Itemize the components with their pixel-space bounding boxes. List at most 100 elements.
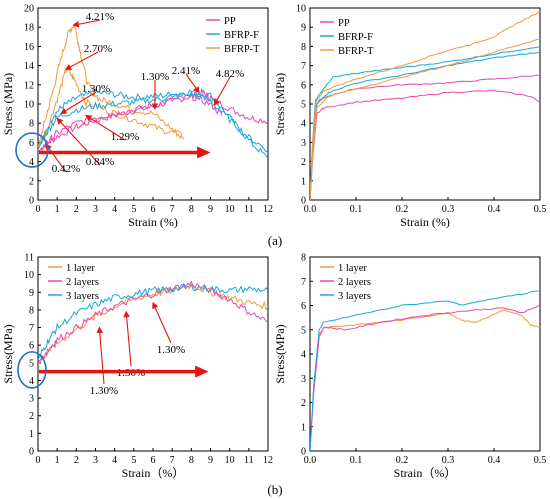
series-line xyxy=(310,74,540,200)
chart-a-left: 0 1 2 3 4 5 6 7 8 9 10 11 1202468101214161820Strain … xyxy=(1,4,273,230)
x-tick-label: 0.5 xyxy=(534,455,547,466)
annotation-arrow xyxy=(123,310,132,367)
annotation-arrow xyxy=(84,114,126,141)
emphasis-arrow-head xyxy=(197,146,211,159)
x-tick-label: 12 xyxy=(263,204,273,215)
legend-label: PP xyxy=(338,18,350,29)
x-tick-label: 0.3 xyxy=(442,455,455,466)
y-tick-label: 6 xyxy=(301,301,306,312)
x-tick-label: 12 xyxy=(263,455,273,466)
y-tick-label: 3 xyxy=(301,138,306,149)
legend-label: 2 layers xyxy=(66,277,99,288)
x-tick-label: 1 xyxy=(55,455,60,466)
y-tick-label: 0 xyxy=(29,447,34,458)
x-axis-label: Strain (%) xyxy=(400,215,450,229)
y-tick-label: 2 xyxy=(301,398,306,409)
y-axis-label: Stress(MPa) xyxy=(273,324,287,383)
y-tick-label: 8 xyxy=(301,42,306,53)
annotation-label: 1.30% xyxy=(141,71,169,83)
x-tick-label: 4 xyxy=(112,204,117,215)
annotation-arrow xyxy=(60,91,97,115)
x-tick-label: 7 xyxy=(170,204,175,215)
y-tick-label: 14 xyxy=(24,61,34,72)
y-tick-label: 18 xyxy=(24,23,34,34)
emphasis-arrow-head xyxy=(195,365,209,378)
x-tick-label: 10 xyxy=(225,204,235,215)
series-line xyxy=(38,65,183,151)
annotation-arrow xyxy=(152,301,172,344)
chart-b-right: 0.0 0.1 0.2 0.3 0.4 0.5 0 1 2 3 4 5 6 7 8 Strain（%） Stre… xyxy=(273,253,546,481)
series-line xyxy=(310,89,540,200)
y-tick-label: 1 xyxy=(301,176,306,187)
x-tick-label: 11 xyxy=(244,455,254,466)
annotation-arrow xyxy=(64,51,99,70)
x-tick-label: 11 xyxy=(244,204,254,215)
series-group xyxy=(38,280,268,365)
y-axis-label: Stress (MPa) xyxy=(273,73,287,135)
x-tick-label: 5 xyxy=(131,204,136,215)
x-tick-label: 0.5 xyxy=(534,204,547,215)
y-tick-label: 4 xyxy=(29,157,34,168)
y-tick-label: 6 xyxy=(301,80,306,91)
x-tick-label: 0.4 xyxy=(488,204,501,215)
series-line xyxy=(38,22,185,148)
x-tick-label: 8 xyxy=(189,204,194,215)
legend-label: BFRP-T xyxy=(224,44,260,55)
y-tick-label: 0 xyxy=(29,196,34,207)
legend-label: BFRP-T xyxy=(338,46,374,57)
series-line xyxy=(38,90,268,153)
x-tick-label: 0.0 xyxy=(304,204,317,215)
panel-label-a: (a) xyxy=(268,233,282,248)
y-tick-label: 20 xyxy=(24,4,34,15)
annotation-label: 1.30% xyxy=(157,344,185,356)
series-line xyxy=(310,45,540,200)
x-tick-label: 0.2 xyxy=(396,455,409,466)
x-axis-label: Strain（%） xyxy=(394,466,457,480)
annotation-label: 2.70% xyxy=(84,43,112,55)
y-tick-label: 16 xyxy=(24,42,34,53)
x-tick-label: 0.4 xyxy=(488,455,501,466)
legend-label: 3 layers xyxy=(66,291,99,302)
y-tick-label: 2 xyxy=(29,176,34,187)
x-tick-label: 0.1 xyxy=(350,455,363,466)
y-axis-label: Stress(MPa) xyxy=(1,324,15,383)
annotation-arrow xyxy=(185,73,200,94)
x-tick-label: 6 xyxy=(151,204,156,215)
x-tick-label: 8 xyxy=(189,455,194,466)
legend-label: BFRP-F xyxy=(224,30,259,41)
x-tick-label: 2 xyxy=(74,455,79,466)
legend-label: 1 layer xyxy=(338,263,367,274)
y-tick-label: 6 xyxy=(29,138,34,149)
y-tick-label: 0 xyxy=(301,196,306,207)
y-axis-label: Stress (MPa) xyxy=(1,73,15,135)
annotation-label: 1.29% xyxy=(111,131,139,143)
series-line xyxy=(38,283,268,360)
y-tick-label: 7 xyxy=(29,323,34,334)
y-tick-label: 5 xyxy=(301,325,306,336)
series-line xyxy=(310,305,540,451)
y-tick-label: 8 xyxy=(29,119,34,130)
series-line xyxy=(310,51,540,200)
annotation-arrow xyxy=(213,76,231,106)
highlight-ellipse xyxy=(15,132,49,168)
y-tick-label: 10 xyxy=(24,270,34,281)
y-tick-label: 2 xyxy=(29,411,34,422)
x-tick-label: 7 xyxy=(170,455,175,466)
chart-b-left: 0 1 2 3 4 5 6 7 8 9 10 11 1201234567891011Strain（%）S… xyxy=(1,253,273,481)
highlight-ellipse xyxy=(17,351,47,389)
legend-label: 1 layer xyxy=(66,263,95,274)
legend-label: BFRP-F xyxy=(338,32,373,43)
annotation-label: 0.42% xyxy=(52,163,80,175)
annotation-arrow xyxy=(56,117,101,166)
y-tick-label: 7 xyxy=(301,61,306,72)
y-tick-label: 1 xyxy=(301,422,306,433)
annotation-label: 4.21% xyxy=(86,11,114,23)
x-tick-label: 5 xyxy=(131,455,136,466)
y-tick-label: 4 xyxy=(301,119,306,130)
legend-label: PP xyxy=(224,16,236,27)
series-line xyxy=(310,38,540,200)
y-tick-label: 2 xyxy=(301,157,306,168)
series-group xyxy=(310,11,540,200)
series-line xyxy=(38,88,268,159)
